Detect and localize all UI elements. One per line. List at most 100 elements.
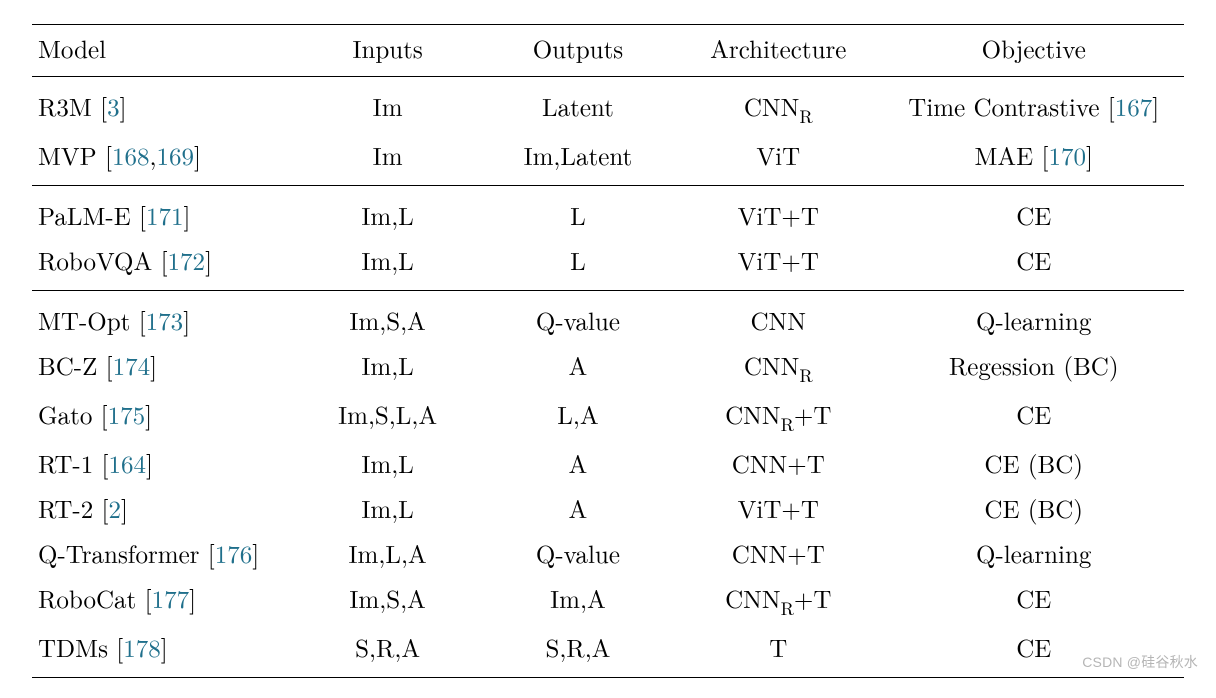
cell-outputs: Im,A xyxy=(483,576,673,625)
col-header-model: Model xyxy=(32,25,292,77)
citation-ref[interactable]: 167 xyxy=(1115,89,1153,124)
cell-outputs: Q-value xyxy=(483,531,673,576)
cell-inputs: Im,L xyxy=(292,186,482,239)
cell-architecture: T xyxy=(673,625,883,678)
cell-objective: MAE [170] xyxy=(883,133,1184,186)
table-row: PaLM-E [171]Im,LLViT+TCE xyxy=(32,186,1184,239)
cell-model: RT-2 [2] xyxy=(32,486,292,531)
cell-outputs: Latent xyxy=(483,77,673,134)
table-row: TDMs [178]S,R,AS,R,ATCE xyxy=(32,625,1184,678)
table-row: Q-Transformer [176]Im,L,AQ-valueCNN+TQ-l… xyxy=(32,531,1184,576)
cell-model: TDMs [178] xyxy=(32,625,292,678)
table-header-row: Model Inputs Outputs Architecture Object… xyxy=(32,25,1184,77)
citation-ref[interactable]: 164 xyxy=(108,446,146,481)
cell-outputs: L xyxy=(483,186,673,239)
table-row: R3M [3]ImLatentCNNRTime Contrastive [167… xyxy=(32,77,1184,134)
cell-outputs: L,A xyxy=(483,392,673,441)
cell-architecture: CNN xyxy=(673,291,883,344)
citation-ref[interactable]: 178 xyxy=(123,630,161,665)
table-row: RoboVQA [172]Im,LLViT+TCE xyxy=(32,238,1184,291)
citation-ref[interactable]: 170 xyxy=(1048,138,1086,173)
cell-architecture: CNNR xyxy=(673,343,883,392)
cell-model: RoboVQA [172] xyxy=(32,238,292,291)
cell-model: RT-1 [164] xyxy=(32,441,292,486)
cell-outputs: A xyxy=(483,441,673,486)
cell-model: MT-Opt [173] xyxy=(32,291,292,344)
architecture-subscript: R xyxy=(799,363,812,388)
citation-ref[interactable]: 174 xyxy=(113,348,151,383)
cell-architecture: ViT+T xyxy=(673,486,883,531)
cell-model: BC-Z [174] xyxy=(32,343,292,392)
table-body: R3M [3]ImLatentCNNRTime Contrastive [167… xyxy=(32,77,1184,678)
cell-inputs: Im,L xyxy=(292,441,482,486)
cell-inputs: Im xyxy=(292,77,482,134)
table-container: Model Inputs Outputs Architecture Object… xyxy=(0,0,1216,698)
cell-model: Q-Transformer [176] xyxy=(32,531,292,576)
cell-outputs: A xyxy=(483,343,673,392)
col-header-inputs: Inputs xyxy=(292,25,482,77)
citation-ref[interactable]: 3 xyxy=(107,89,120,124)
col-header-architecture: Architecture xyxy=(673,25,883,77)
cell-objective: CE xyxy=(883,238,1184,291)
cell-inputs: Im,L,A xyxy=(292,531,482,576)
cell-objective: CE (BC) xyxy=(883,441,1184,486)
cell-objective: Regession (BC) xyxy=(883,343,1184,392)
col-header-outputs: Outputs xyxy=(483,25,673,77)
citation-ref[interactable]: 176 xyxy=(215,536,253,571)
cell-inputs: S,R,A xyxy=(292,625,482,678)
cell-architecture: ViT+T xyxy=(673,186,883,239)
table-row: MT-Opt [173]Im,S,AQ-valueCNNQ-learning xyxy=(32,291,1184,344)
table-row: Gato [175]Im,S,L,AL,ACNNR+TCE xyxy=(32,392,1184,441)
citation-ref[interactable]: 173 xyxy=(146,303,184,338)
citation-ref[interactable]: 2 xyxy=(108,491,121,526)
cell-inputs: Im,S,A xyxy=(292,576,482,625)
cell-model: R3M [3] xyxy=(32,77,292,134)
citation-ref[interactable]: 168 xyxy=(112,138,150,173)
cell-outputs: Q-value xyxy=(483,291,673,344)
cell-objective: Q-learning xyxy=(883,531,1184,576)
citation-ref[interactable]: 169 xyxy=(156,138,194,173)
citation-ref[interactable]: 171 xyxy=(146,198,184,233)
cell-inputs: Im,S,A xyxy=(292,291,482,344)
cell-architecture: CNN+T xyxy=(673,441,883,486)
cell-objective: CE (BC) xyxy=(883,486,1184,531)
cell-model: Gato [175] xyxy=(32,392,292,441)
cell-architecture: ViT+T xyxy=(673,238,883,291)
citation-ref[interactable]: 177 xyxy=(152,581,190,616)
cell-objective: CE xyxy=(883,576,1184,625)
cell-inputs: Im,L xyxy=(292,238,482,291)
watermark-text: CSDN @硅谷秋水 xyxy=(1082,652,1198,672)
cell-inputs: Im,L xyxy=(292,486,482,531)
architecture-subscript: R xyxy=(781,412,794,437)
table-row: BC-Z [174]Im,LACNNRRegession (BC) xyxy=(32,343,1184,392)
architecture-subscript: R xyxy=(781,596,794,621)
cell-architecture: CNN+T xyxy=(673,531,883,576)
cell-model: MVP [168,169] xyxy=(32,133,292,186)
table-row: RoboCat [177]Im,S,AIm,ACNNR+TCE xyxy=(32,576,1184,625)
cell-architecture: CNNR+T xyxy=(673,576,883,625)
cell-outputs: L xyxy=(483,238,673,291)
cell-objective: Time Contrastive [167] xyxy=(883,77,1184,134)
cell-model: PaLM-E [171] xyxy=(32,186,292,239)
cell-architecture: CNNR+T xyxy=(673,392,883,441)
cell-outputs: S,R,A xyxy=(483,625,673,678)
models-table: Model Inputs Outputs Architecture Object… xyxy=(32,24,1184,678)
cell-architecture: CNNR xyxy=(673,77,883,134)
cell-outputs: A xyxy=(483,486,673,531)
citation-ref[interactable]: 172 xyxy=(168,243,206,278)
cell-inputs: Im xyxy=(292,133,482,186)
table-row: RT-2 [2]Im,LAViT+TCE (BC) xyxy=(32,486,1184,531)
table-row: MVP [168,169]ImIm,LatentViTMAE [170] xyxy=(32,133,1184,186)
cell-objective: Q-learning xyxy=(883,291,1184,344)
cell-inputs: Im,L xyxy=(292,343,482,392)
col-header-objective: Objective xyxy=(883,25,1184,77)
citation-ref[interactable]: 175 xyxy=(108,397,146,432)
table-row: RT-1 [164]Im,LACNN+TCE (BC) xyxy=(32,441,1184,486)
cell-architecture: ViT xyxy=(673,133,883,186)
cell-model: RoboCat [177] xyxy=(32,576,292,625)
cell-objective: CE xyxy=(883,392,1184,441)
cell-outputs: Im,Latent xyxy=(483,133,673,186)
cell-inputs: Im,S,L,A xyxy=(292,392,482,441)
cell-objective: CE xyxy=(883,186,1184,239)
architecture-subscript: R xyxy=(799,104,812,129)
